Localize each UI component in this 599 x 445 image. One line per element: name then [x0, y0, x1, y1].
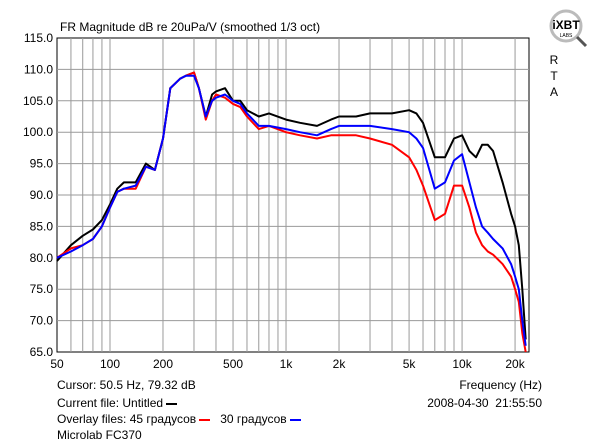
- x-axis-label: Frequency (Hz): [459, 378, 542, 392]
- rta-letter: R: [549, 53, 559, 67]
- overlay-files-line: Overlay files: 45 градусов 30 градусов: [57, 412, 301, 426]
- current-file-line: Current file: Untitled: [57, 396, 178, 410]
- device-name: Microlab FC370: [57, 428, 142, 442]
- date-text: 2008-04-30: [427, 396, 489, 410]
- overlay-label: Overlay files:: [57, 412, 127, 426]
- series-lines: [56, 71, 527, 353]
- y-tick-labels: 115.0 110.0 105.0 100.0 95.0 90.0 85.0 80.0 75.0…: [23, 31, 53, 359]
- y-tick-label: 70.0: [30, 314, 54, 328]
- y-tick-label: 85.0: [30, 219, 54, 233]
- y-tick-label: 80.0: [30, 251, 54, 265]
- x-tick-label: 1k: [280, 357, 294, 371]
- y-tick-label: 75.0: [30, 282, 54, 296]
- x-tick-label: 50: [50, 357, 64, 371]
- x-tick-label: 2k: [333, 357, 347, 371]
- y-tick-label: 115.0: [24, 31, 53, 45]
- y-tick-label: 95.0: [30, 157, 54, 171]
- current-file-swatch: [166, 402, 178, 405]
- overlay-file-1-swatch: [199, 418, 211, 421]
- y-tick-label: 105.0: [23, 94, 53, 108]
- x-tick-label: 20k: [505, 357, 525, 371]
- timestamp: 2008-04-30 21:55:50: [427, 396, 542, 410]
- ixbt-labs-logo: iXBT LABS: [548, 8, 588, 48]
- logo-text: iXBT: [552, 18, 580, 32]
- rta-letter: T: [550, 69, 558, 83]
- x-tick-label: 10k: [452, 357, 472, 371]
- overlay-file-1: 45 градусов: [129, 412, 197, 426]
- y-tick-label: 100.0: [23, 125, 53, 139]
- grid: [57, 38, 529, 352]
- x-tick-label: 500: [223, 357, 243, 371]
- y-tick-label: 65.0: [30, 345, 54, 359]
- series-line-3: [56, 74, 527, 346]
- rta-letter: A: [549, 85, 558, 99]
- logo-subtext: LABS: [560, 33, 573, 39]
- x-tick-labels: 50 100 200 500 1k 2k 5k 10k 20k: [50, 357, 525, 371]
- x-tick-label: 5k: [403, 357, 417, 371]
- x-tick-label: 100: [100, 357, 120, 371]
- cursor-readout: Cursor: 50.5 Hz, 79.32 dB: [57, 378, 196, 392]
- current-file-label: Current file: Untitled: [57, 396, 164, 410]
- rta-label: R T A: [548, 52, 560, 100]
- chart-title: FR Magnitude dB re 20uPa/V (smoothed 1/3…: [60, 20, 321, 34]
- x-tick-label: 200: [153, 357, 173, 371]
- overlay-file-2-swatch: [289, 418, 301, 421]
- y-tick-label: 90.0: [30, 188, 54, 202]
- series-line-1: [56, 71, 527, 340]
- y-tick-label: 110.0: [24, 62, 53, 76]
- overlay-file-2: 30 градусов: [220, 412, 287, 426]
- time-text: 21:55:50: [495, 396, 542, 410]
